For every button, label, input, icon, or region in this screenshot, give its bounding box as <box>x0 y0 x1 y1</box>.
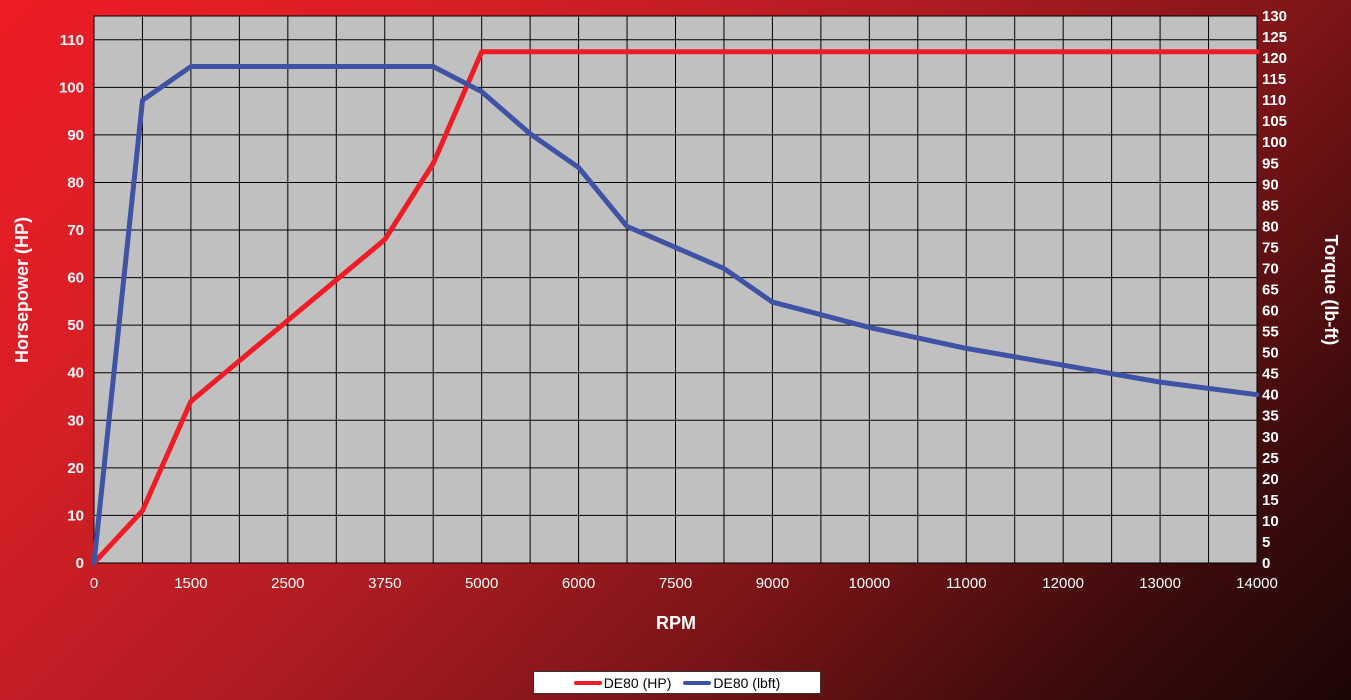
y2-tick-label: 90 <box>1262 176 1279 193</box>
legend-swatch-torque <box>683 680 712 685</box>
y2-tick-label: 5 <box>1262 534 1270 551</box>
x-tick-label: 2500 <box>271 575 304 592</box>
x-tick-label: 13000 <box>1139 575 1181 592</box>
y2-tick-label: 50 <box>1262 345 1279 362</box>
x-tick-label: 11000 <box>946 575 987 592</box>
legend-label-hp: DE80 (HP) <box>603 674 672 691</box>
y2-tick-label: 30 <box>1262 429 1279 446</box>
series-line-horsepower <box>91 49 1260 566</box>
legend-swatch-hp <box>573 680 602 685</box>
y-tick-label: 50 <box>67 317 84 334</box>
legend-item-torque: DE80 (lbft) <box>683 675 780 691</box>
y2-tick-label: 130 <box>1262 8 1287 25</box>
x-tick-label: 14000 <box>1236 575 1278 592</box>
y-tick-label: 20 <box>67 460 84 477</box>
y2-tick-label: 60 <box>1262 303 1279 320</box>
y-tick-label: 60 <box>67 270 84 287</box>
x-tick-label: 12000 <box>1042 575 1084 592</box>
y2-tick-label: 55 <box>1262 324 1279 341</box>
y2-tick-label: 10 <box>1262 513 1279 530</box>
x-tick-label: 3750 <box>368 575 401 592</box>
right-axis-tick-labels: 0 5 10 15 20 25 30 35 40 45 50 55 60 65 70 75 80 85 90 95 10… <box>1262 8 1287 572</box>
y2-tick-label: 45 <box>1262 366 1279 383</box>
y-tick-label: 70 <box>67 222 84 239</box>
x-axis-tick-labels: 0 1500 2500 3750 5000 6000 7500 9000 10000 11000 1… <box>90 575 1278 592</box>
legend-item-hp: DE80 (HP) <box>573 674 672 691</box>
y-tick-label: 0 <box>76 555 84 572</box>
y2-tick-label: 110 <box>1262 92 1286 109</box>
y2-tick-label: 65 <box>1262 282 1279 299</box>
y-tick-label: 40 <box>67 365 84 382</box>
y2-tick-label: 25 <box>1262 450 1279 467</box>
y2-tick-label: 125 <box>1262 29 1287 46</box>
x-tick-label: 5000 <box>465 575 498 592</box>
vertical-gridlines <box>141 16 1210 563</box>
y2-tick-label: 85 <box>1262 197 1279 214</box>
y2-tick-label: 70 <box>1262 260 1279 277</box>
series-line-torque <box>91 64 1260 566</box>
y2-tick-label: 80 <box>1262 218 1279 235</box>
y-tick-label: 80 <box>67 174 84 191</box>
y2-tick-label: 35 <box>1262 408 1279 425</box>
x-tick-label: 1500 <box>174 575 207 592</box>
y2-tick-label: 40 <box>1262 387 1279 404</box>
x-axis-title: RPM <box>656 613 696 633</box>
y-tick-label: 110 <box>60 32 84 49</box>
y-tick-label: 30 <box>67 412 84 429</box>
y2-tick-label: 115 <box>1262 71 1286 88</box>
y2-tick-label: 20 <box>1262 471 1279 488</box>
y2-tick-label: 120 <box>1262 50 1287 67</box>
x-tick-label: 7500 <box>659 575 692 592</box>
horizontal-gridlines <box>94 39 1257 516</box>
y-tick-label: 90 <box>67 127 84 144</box>
x-tick-label: 9000 <box>756 575 789 592</box>
left-axis-tick-labels: 0 10 20 30 40 50 60 70 80 90 100 110 <box>59 32 84 572</box>
y2-tick-label: 0 <box>1262 555 1270 572</box>
y2-tick-label: 105 <box>1262 113 1287 130</box>
left-axis-title: Horsepower (HP) <box>12 217 32 363</box>
series-lines <box>91 49 1260 566</box>
x-tick-label: 10000 <box>848 575 890 592</box>
x-tick-label: 6000 <box>562 575 595 592</box>
y2-tick-label: 75 <box>1262 239 1279 256</box>
legend-label-torque: DE80 (lbft) <box>713 674 781 691</box>
right-axis-title: Torque (lb-ft) <box>1321 235 1341 346</box>
x-tick-label: 0 <box>90 575 98 592</box>
y-tick-label: 100 <box>59 79 84 96</box>
y-tick-label: 10 <box>67 507 84 524</box>
y2-tick-label: 15 <box>1262 492 1279 509</box>
chart-legend: DE80 (HP) DE80 (lbft) <box>533 671 821 694</box>
y2-tick-label: 95 <box>1262 155 1279 172</box>
y2-tick-label: 100 <box>1262 134 1287 151</box>
